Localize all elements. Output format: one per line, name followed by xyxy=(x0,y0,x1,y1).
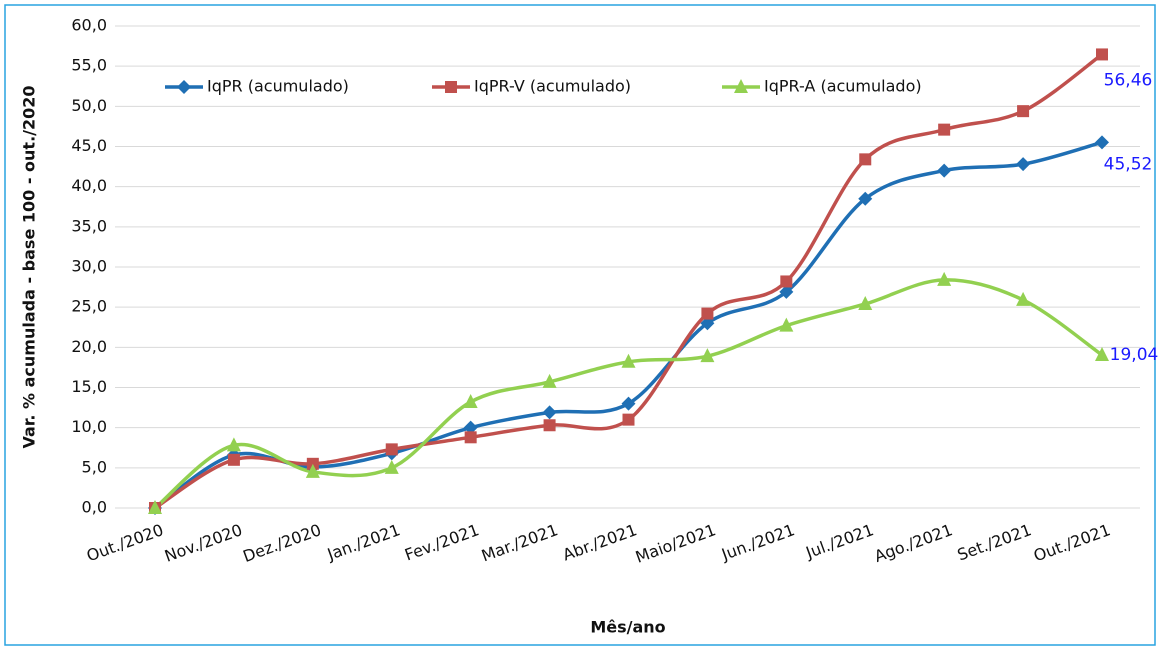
marker xyxy=(305,463,320,478)
chart-border xyxy=(4,4,1156,646)
marker xyxy=(779,317,794,332)
marker xyxy=(858,295,873,310)
marker xyxy=(148,500,162,514)
marker xyxy=(1095,135,1109,150)
legend-label: IqPR-A (acumulado) xyxy=(764,77,922,96)
marker xyxy=(938,123,951,136)
marker xyxy=(1096,48,1108,61)
data-label: 56,46 xyxy=(1104,70,1153,90)
y-tick-label: 20,0 xyxy=(71,337,107,356)
legend-label: IqPR (acumulado) xyxy=(207,77,349,96)
marker xyxy=(384,459,399,474)
marker xyxy=(700,348,715,363)
y-tick-label: 50,0 xyxy=(71,96,107,115)
y-axis-title: Var. % acumulada - base 100 - out./2020 xyxy=(20,85,39,448)
x-axis-title: Mês/ano xyxy=(590,618,665,637)
marker xyxy=(1016,291,1031,306)
marker xyxy=(1016,157,1031,172)
y-tick-label: 30,0 xyxy=(71,257,107,276)
y-tick-label: 35,0 xyxy=(71,216,107,235)
marker xyxy=(1017,105,1030,118)
marker xyxy=(779,284,794,299)
data-label: 45,52 xyxy=(1104,154,1153,174)
marker xyxy=(621,396,636,411)
marker xyxy=(700,316,715,331)
y-tick-label: 15,0 xyxy=(71,377,107,396)
marker xyxy=(859,153,872,166)
marker xyxy=(622,413,635,426)
marker xyxy=(1095,347,1109,362)
marker xyxy=(542,373,557,388)
data-label: 19,04 xyxy=(1110,345,1159,365)
marker xyxy=(226,437,241,452)
marker xyxy=(621,353,636,368)
marker xyxy=(542,405,557,420)
y-tick-label: 25,0 xyxy=(71,297,107,316)
y-tick-label: 0,0 xyxy=(82,498,107,517)
y-tick-label: 40,0 xyxy=(71,176,107,195)
marker xyxy=(227,453,240,466)
marker xyxy=(463,420,478,435)
y-tick-label: 10,0 xyxy=(71,417,107,436)
marker xyxy=(937,163,952,178)
marker xyxy=(701,307,714,320)
marker xyxy=(306,457,319,470)
marker xyxy=(780,275,793,288)
marker xyxy=(385,443,398,456)
y-tick-label: 5,0 xyxy=(82,457,107,476)
marker xyxy=(464,431,477,444)
legend-marker xyxy=(177,80,191,94)
y-tick-label: 60,0 xyxy=(71,16,107,35)
y-tick-label: 55,0 xyxy=(71,56,107,75)
marker xyxy=(463,393,478,408)
legend-label: IqPR-V (acumulado) xyxy=(474,77,631,96)
legend-marker xyxy=(445,81,457,93)
marker xyxy=(937,271,952,286)
legend-marker xyxy=(734,79,748,93)
marker xyxy=(543,419,556,432)
y-tick-label: 45,0 xyxy=(71,136,107,155)
marker xyxy=(858,191,873,206)
